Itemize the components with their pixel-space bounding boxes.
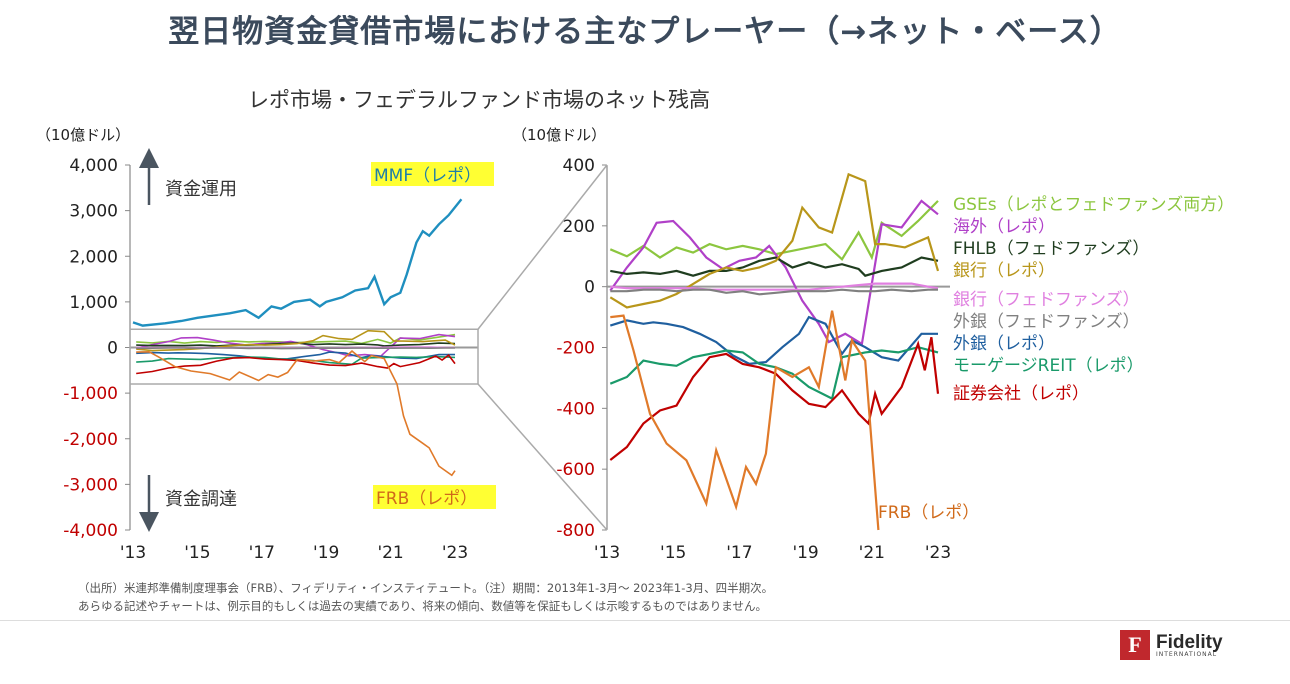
left-line-series-外銀-フェドファンズ- xyxy=(136,347,455,350)
mmf-label-highlight xyxy=(371,162,494,186)
right-line-series-証券会社-レポ- xyxy=(609,336,940,461)
logo-name: Fidelity xyxy=(1156,631,1223,653)
right-line-series-銀行-フェドファンズ- xyxy=(610,282,939,291)
right-y-tick-label: 0 xyxy=(584,278,595,298)
right-x-tick-label: '15 xyxy=(660,543,686,563)
zoom-connector-top xyxy=(477,164,608,330)
left-x-tick-label: '19 xyxy=(313,543,339,563)
right-y-tick-label: -400 xyxy=(556,399,595,419)
right-frb-label: FRB（レポ） xyxy=(878,503,979,523)
left-line-series-FRB-レポ- xyxy=(136,350,456,477)
right-y-tick-label: -600 xyxy=(556,460,595,480)
left-line-series-証券会社-レポ- xyxy=(136,353,456,375)
right-y-tick-label: 400 xyxy=(563,156,595,176)
right-line-series-モーゲージREIT-レポ- xyxy=(609,346,939,401)
right-y-tick-label: -800 xyxy=(556,521,595,541)
left-y-tick-label: 0 xyxy=(107,339,118,359)
right-x-tick-label: '21 xyxy=(859,543,885,563)
left-x-tick-label: '15 xyxy=(184,543,210,563)
left-y-tick-label: -4,000 xyxy=(63,521,118,541)
zoom-region-box xyxy=(129,328,479,385)
frb-label-highlight xyxy=(373,485,496,509)
frb-label: FRB（レポ） xyxy=(376,489,477,509)
left-line-series-銀行-レポ- xyxy=(136,329,456,352)
right-chart-lines xyxy=(609,172,940,531)
right-line-series-銀行-レポ- xyxy=(609,172,940,309)
right-legend: GSEs（レポとフェドファンズ両方）海外（レポ）FHLB（フェドファンズ）銀行（… xyxy=(953,195,1234,404)
footer-disclaimer: あらゆる記述やチャートは、例示目的もしくは過去の実績であり、将来の傾向、数値等を… xyxy=(78,599,767,613)
legend-label: FHLB（フェドファンズ） xyxy=(953,239,1149,259)
mmf-label: MMF（レポ） xyxy=(374,166,481,186)
legend-label: 海外（レポ） xyxy=(953,217,1055,237)
left-y-tick-label: 1,000 xyxy=(69,293,118,313)
left-x-tick-label: '21 xyxy=(377,543,403,563)
legend-label: 外銀（フェドファンズ） xyxy=(953,312,1140,332)
right-x-tick-label: '13 xyxy=(594,543,620,563)
right-line-series-FHLB-フェドファンズ- xyxy=(610,256,939,277)
zoom-connector-bottom xyxy=(477,383,608,531)
right-line-series-GSEs-レポとフェドファンズ両方- xyxy=(609,200,939,262)
footer-divider xyxy=(0,620,1290,621)
legend-label: 銀行（レポ） xyxy=(953,261,1055,281)
left-line-series-外銀-レポ- xyxy=(136,351,455,360)
footer-source: （出所）米連邦準備制度理事会（FRB）、フィデリティ・インスティテュート。（注）… xyxy=(78,581,774,595)
legend-label: モーゲージREIT（レポ） xyxy=(953,356,1144,376)
zoom-box xyxy=(129,164,608,531)
fidelity-logo: F Fidelity INTERNATIONAL xyxy=(1120,630,1223,660)
left-y-tick-label: 4,000 xyxy=(69,156,118,176)
left-chart-lines xyxy=(132,198,463,477)
right-line-series-外銀-フェドファンズ- xyxy=(610,288,938,296)
logo-sub: INTERNATIONAL xyxy=(1156,650,1218,658)
left-x-tick-label: '13 xyxy=(120,543,146,563)
right-y-tick-label: 200 xyxy=(563,217,595,237)
right-x-tick-label: '23 xyxy=(925,543,951,563)
legend-label: 銀行（フェドファンズ） xyxy=(953,290,1140,310)
right-unit-label: （10億ドル） xyxy=(512,126,607,144)
page-title: 翌日物資金貸借市場における主なプレーヤー（→ネット・ベース） xyxy=(168,14,1122,50)
left-y-tick-label: -2,000 xyxy=(63,430,118,450)
right-line-series-海外-レポ- xyxy=(609,199,939,346)
right-line-series-外銀-レポ- xyxy=(609,315,938,366)
left-x-tick-label: '17 xyxy=(249,543,275,563)
left-unit-label: （10億ドル） xyxy=(36,126,131,144)
left-y-tick-label: 2,000 xyxy=(69,247,118,267)
right-x-tick-label: '19 xyxy=(792,543,818,563)
legend-label: GSEs（レポとフェドファンズ両方） xyxy=(953,195,1234,215)
legend-label: 外銀（レポ） xyxy=(953,334,1055,354)
chart-subtitle: レポ市場・フェデラルファンド市場のネット残高 xyxy=(248,88,710,112)
left-line-series-MMF-レポ- xyxy=(132,198,463,327)
right-line-series-FRB-レポ- xyxy=(610,310,880,531)
logo-mark-icon: F xyxy=(1120,630,1150,660)
right-y-tick-label: -200 xyxy=(556,339,595,359)
left-y-tick-label: -1,000 xyxy=(63,384,118,404)
right-chart-axes: 400 200 0 -200 -400 -600 -800'13 '15 '17 '19 '21 '2… xyxy=(556,156,951,563)
left-y-tick-label: -3,000 xyxy=(63,475,118,495)
annotation-down: 資金調達 xyxy=(165,489,237,510)
left-y-tick-label: 3,000 xyxy=(69,202,118,222)
annotation-up: 資金運用 xyxy=(165,179,237,200)
right-x-tick-label: '17 xyxy=(726,543,752,563)
left-x-tick-label: '23 xyxy=(442,543,468,563)
legend-label: 証券会社（レポ） xyxy=(953,384,1089,404)
